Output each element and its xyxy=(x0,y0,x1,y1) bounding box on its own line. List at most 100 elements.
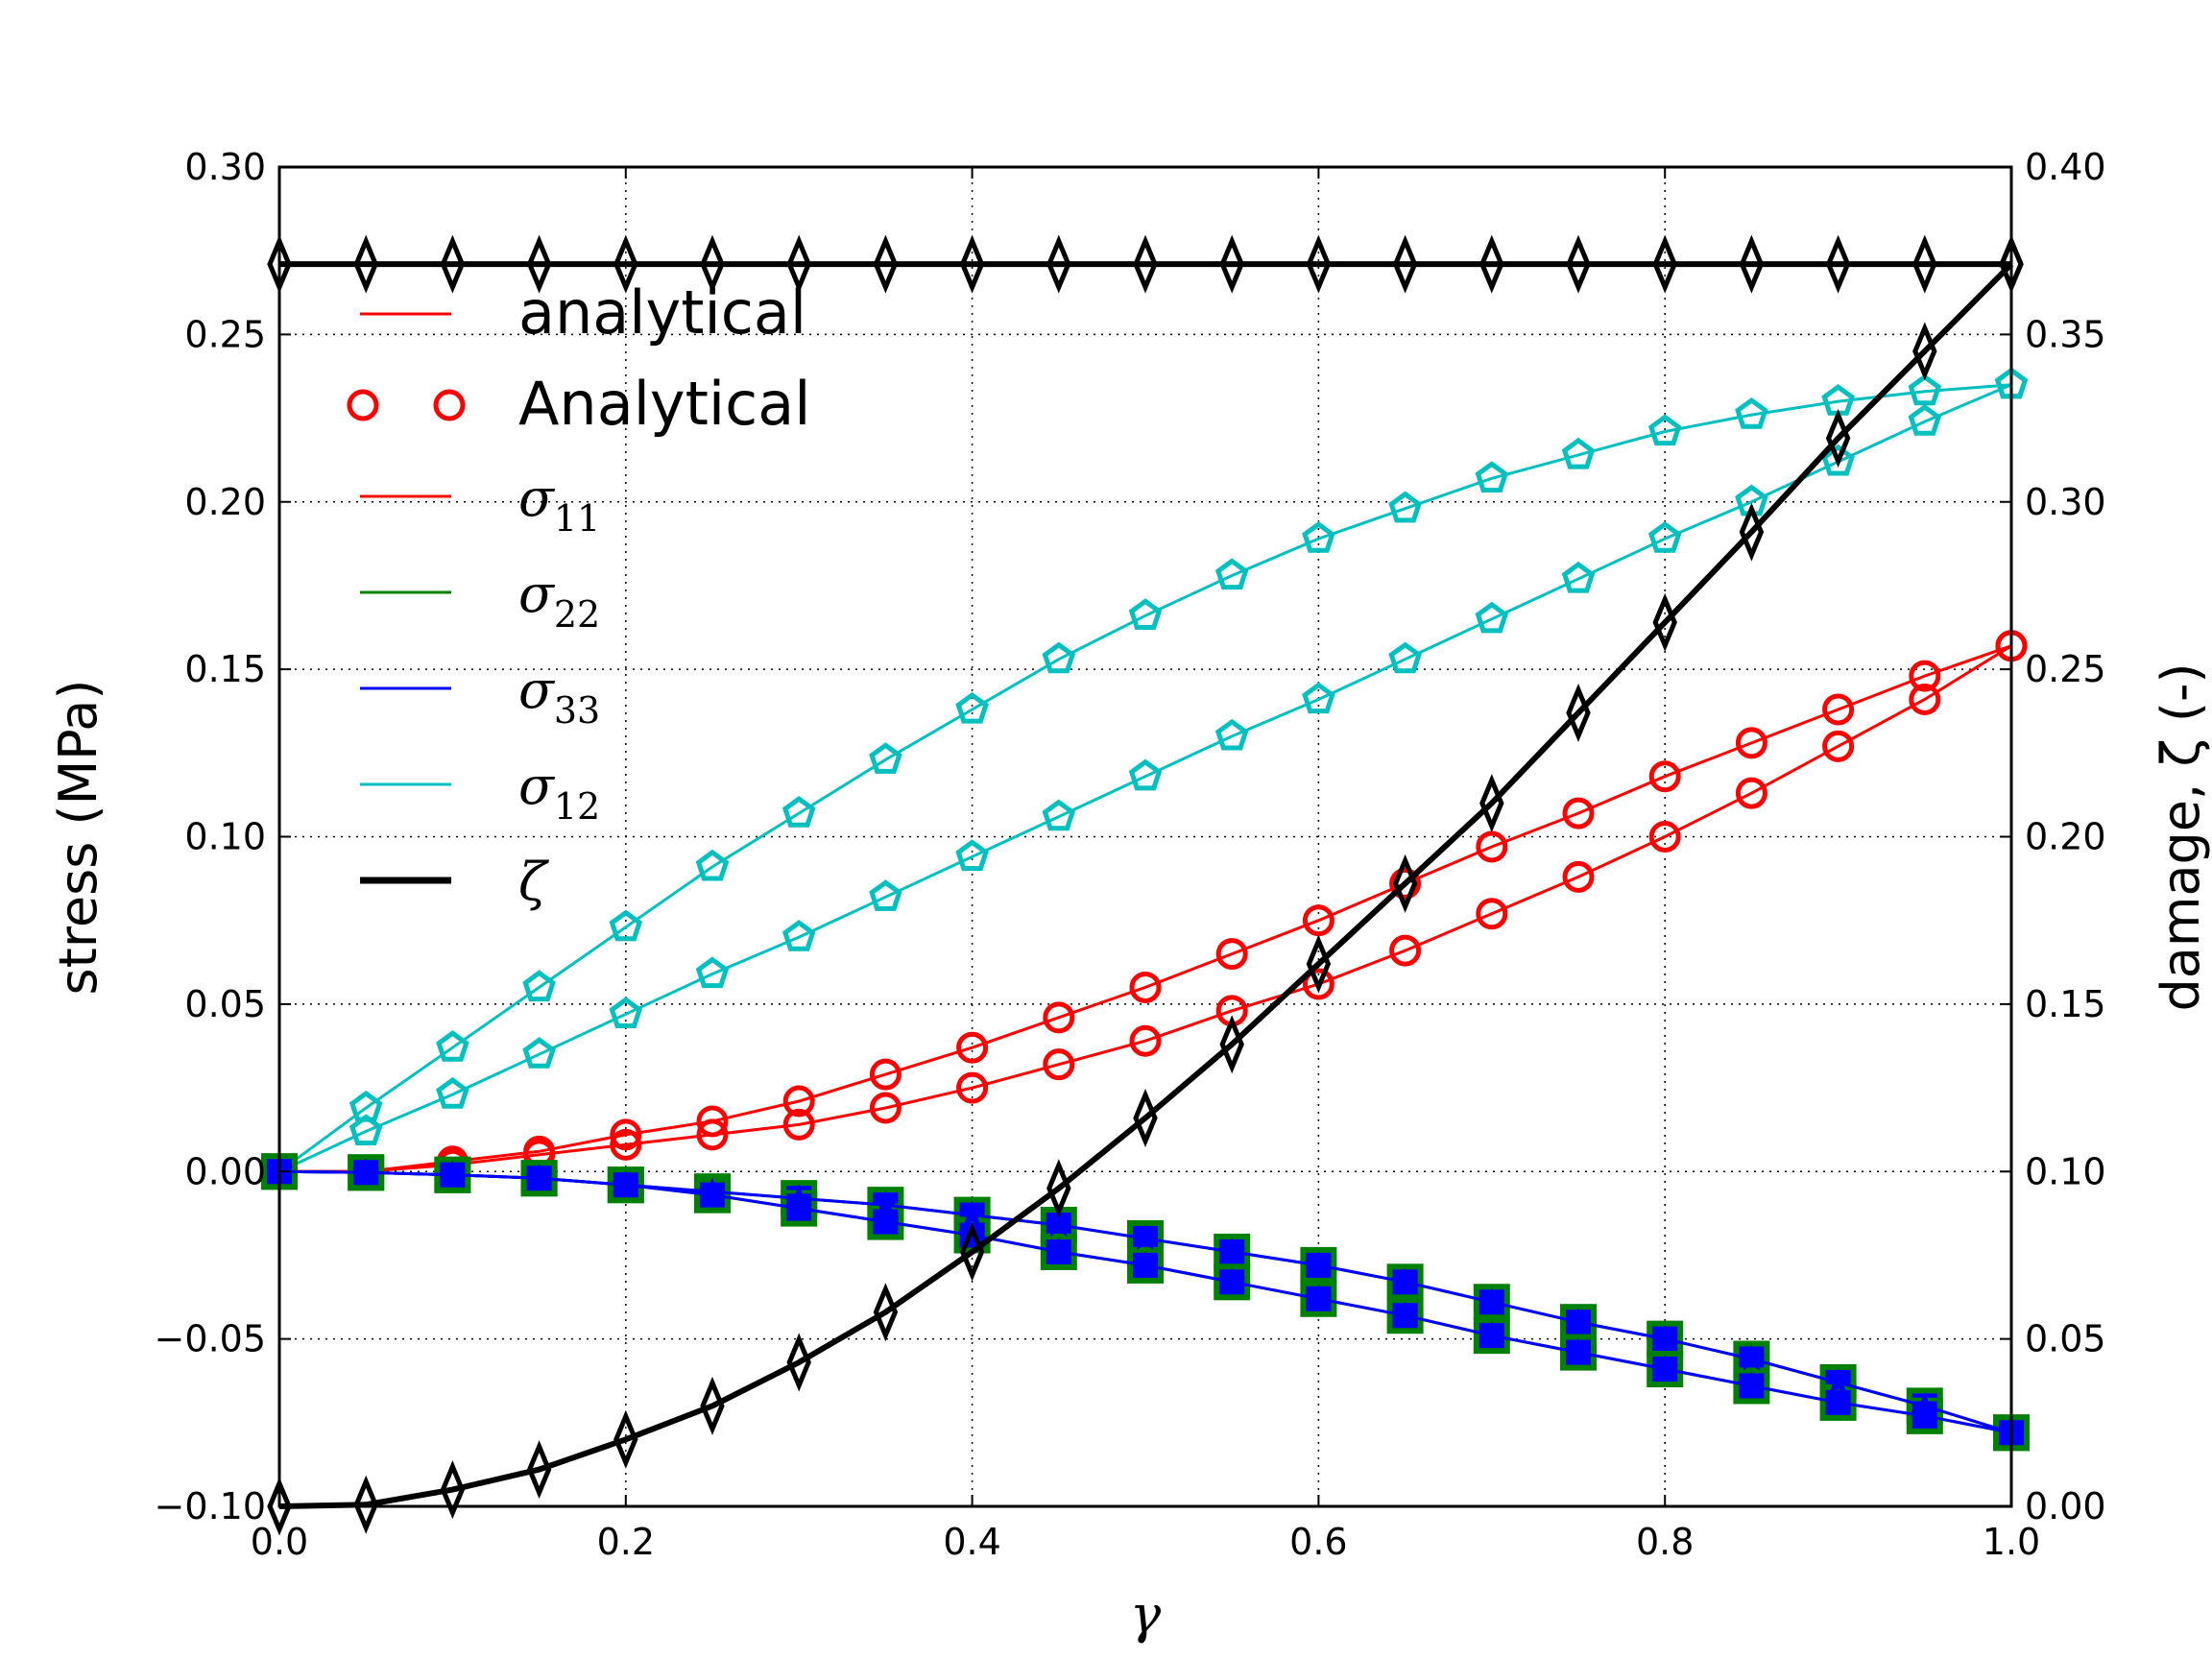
diamond-marker xyxy=(1046,1159,1071,1218)
diamond-marker xyxy=(700,1376,725,1435)
series-line xyxy=(279,644,2012,1173)
diamond-marker xyxy=(1219,234,1244,294)
series-line xyxy=(278,261,2014,1509)
star-marker xyxy=(439,1160,467,1187)
diamond-marker xyxy=(353,1475,378,1534)
diamond-marker xyxy=(700,234,725,294)
diamond-marker xyxy=(267,1477,292,1536)
circle-marker xyxy=(1735,777,1767,809)
series-ζ-final xyxy=(267,234,2024,294)
legend-label: Analytical xyxy=(518,369,810,439)
star-marker xyxy=(612,1170,639,1197)
star-marker xyxy=(1824,1387,1852,1414)
series-line xyxy=(278,383,2012,1173)
circle-marker xyxy=(1215,938,1248,971)
star-marker xyxy=(1738,1371,1766,1398)
circle-marker xyxy=(1129,971,1162,1003)
pentagon-marker xyxy=(1042,799,1076,831)
circle-marker xyxy=(1302,968,1334,1000)
pentagon-marker xyxy=(1302,682,1335,714)
diamond-marker xyxy=(1392,854,1418,913)
star-marker xyxy=(1045,1237,1072,1264)
pentagon-marker xyxy=(349,1114,383,1145)
diamond-marker xyxy=(1219,1015,1244,1074)
diamond-marker xyxy=(526,234,552,294)
pentagon-marker xyxy=(1302,521,1335,553)
pentagon-marker xyxy=(1042,641,1076,674)
diamond-marker xyxy=(1392,234,1418,294)
pentagon-marker xyxy=(1128,598,1163,630)
star-marker xyxy=(525,1164,553,1190)
circle-marker xyxy=(1302,904,1334,937)
diamond-marker xyxy=(1739,502,1765,562)
star-marker xyxy=(785,1193,813,1220)
x-tick-label: 0.4 xyxy=(943,1521,1000,1563)
y2-tick-label: 0.15 xyxy=(2025,983,2106,1025)
pentagon-marker xyxy=(955,691,989,724)
circle-marker xyxy=(956,1071,989,1104)
circle-marker xyxy=(1476,898,1508,930)
diamond-marker xyxy=(1046,234,1071,294)
y2-tick-label: 0.20 xyxy=(2025,816,2106,858)
series-σ11-branch-B xyxy=(263,630,2028,1188)
diamond-marker xyxy=(1479,774,1504,833)
star-marker xyxy=(1738,1344,1766,1371)
legend-entry: σ11 xyxy=(360,468,600,540)
circle-marker xyxy=(1822,730,1855,762)
diamond-marker xyxy=(1133,1088,1158,1147)
circle-marker xyxy=(1735,727,1767,759)
circle-marker xyxy=(869,1058,902,1091)
y2-tick-label: 0.25 xyxy=(2025,648,2106,690)
circle-marker xyxy=(1389,867,1422,900)
pentagon-marker xyxy=(1475,601,1509,634)
legend: analytical Analytical σ11 σ22 σ33 σ12 ζ xyxy=(347,277,810,912)
pentagon-marker xyxy=(955,839,989,872)
circle-marker xyxy=(1476,830,1508,863)
circle-marker xyxy=(696,1118,729,1151)
legend-entry: σ12 xyxy=(360,756,600,828)
circle-marker xyxy=(782,1085,815,1118)
star-marker xyxy=(1305,1250,1333,1277)
diamond-marker xyxy=(1912,234,1937,294)
pentagon-marker xyxy=(522,1037,556,1069)
star-marker xyxy=(698,1180,727,1207)
diamond-marker xyxy=(613,1409,638,1469)
pentagon-marker xyxy=(1908,404,1942,436)
star-marker xyxy=(1824,1368,1852,1395)
pentagon-marker xyxy=(695,956,730,989)
circle-marker xyxy=(1389,934,1422,967)
series-line xyxy=(279,644,2012,1173)
diamond-marker xyxy=(353,234,378,294)
diamond-marker xyxy=(1479,234,1504,294)
diamond-marker xyxy=(613,234,638,294)
diamond-marker xyxy=(1652,592,1677,652)
legend-subscript: 12 xyxy=(554,785,600,828)
diamond-marker xyxy=(1566,234,1591,294)
circle-marker xyxy=(1043,1001,1075,1034)
pentagon-marker xyxy=(609,909,643,942)
legend-subscript: 22 xyxy=(554,593,600,636)
diamond-marker xyxy=(1825,408,1851,468)
circle-marker xyxy=(1129,1024,1162,1057)
circle-marker xyxy=(433,389,466,421)
y-tick-label: 0.20 xyxy=(184,481,266,523)
circle-marker xyxy=(347,389,379,421)
circle-marker xyxy=(1562,797,1595,830)
circle-marker xyxy=(610,1118,642,1151)
y2-tick-label: 0.30 xyxy=(2025,481,2106,523)
pentagon-marker xyxy=(1128,758,1163,791)
pentagon-marker xyxy=(781,920,816,951)
diamond-marker xyxy=(786,1333,811,1392)
pentagon-marker xyxy=(1908,373,1942,406)
x-tick-label: 0.2 xyxy=(597,1521,655,1563)
x-tick-label: 0.8 xyxy=(1636,1521,1694,1563)
pentagon-marker xyxy=(869,879,902,911)
star-marker xyxy=(1478,1287,1505,1314)
square-marker xyxy=(1733,1367,1770,1405)
star-marker xyxy=(958,1200,986,1227)
ticks: 0.0 0.2 0.4 0.6 0.8 1.0 −0.10 0.00 −0.05 0.05 0.00… xyxy=(155,146,2106,1563)
y2-tick-label: 0.35 xyxy=(2025,313,2106,355)
star-marker xyxy=(1218,1237,1246,1264)
star-marker xyxy=(352,1158,380,1185)
